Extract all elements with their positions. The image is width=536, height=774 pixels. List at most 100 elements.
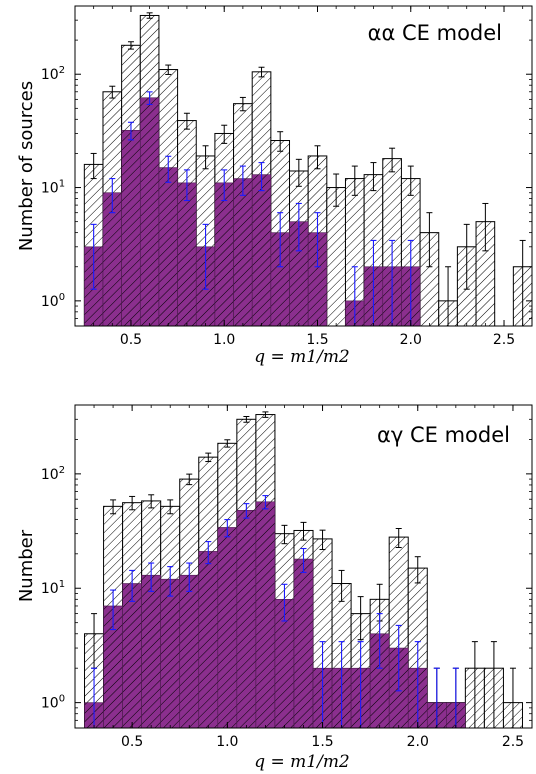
chart-top-purple-bar: [214, 182, 234, 326]
chart-top-purple-errorbar: [239, 165, 246, 196]
chart-top-purple-errorbar: [407, 239, 414, 326]
chart-bottom-purple-errorbar: [167, 566, 174, 597]
chart-bottom-purple-bar: [179, 574, 200, 728]
chart-top-ylabel: Number of sources: [16, 81, 37, 251]
chart-top-hatched-bar: [326, 187, 346, 326]
chart-bottom-purple-errorbar: [338, 641, 345, 728]
chart-bottom-purple-errorbar: [281, 583, 288, 622]
chart-bottom-hatched-errorbar: [414, 556, 421, 584]
chart-top-axes-frame: [74, 5, 533, 327]
chart-top-purple-bar: [177, 182, 197, 326]
chart-top-annotation: αα CE model: [368, 21, 502, 45]
chart-top-hatched-errorbar: [109, 85, 116, 99]
chart-top-ytick-label: 101: [41, 179, 65, 197]
chart-top-purple-bars: [84, 97, 421, 326]
chart-bottom-purple-errorbar: [395, 624, 402, 692]
chart-bottom-hatched-errorbar: [129, 495, 136, 511]
chart-bottom-purple-errorbar: [129, 569, 136, 602]
chart-top-hatched-errorbar: [351, 165, 358, 196]
chart-bottom-hatched-errorbar: [262, 411, 269, 418]
chart-top-hatched-errorbar: [239, 96, 246, 112]
chart-top-hatched-errorbar: [183, 112, 190, 130]
chart-bottom-ylabel: Number: [16, 529, 37, 602]
chart-bottom-xtick-label: 1.0: [216, 734, 238, 750]
chart-top-hatched-errorbar: [314, 145, 321, 170]
chart-top-purple-errorbar: [183, 169, 190, 202]
chart-top-hatched-errorbar: [90, 152, 97, 180]
chart-top-purple-errorbar: [202, 223, 209, 290]
chart-top-purple-errorbar: [127, 121, 134, 141]
chart-top-hatched-errorbar: [295, 158, 302, 187]
chart-top-purple-errorbar: [90, 223, 97, 290]
chart-top-xlabel: q = m1/m2: [254, 347, 350, 367]
chart-top-xtick-label: 2.5: [493, 332, 515, 348]
chart-bottom-hatched-errorbar: [281, 524, 288, 545]
chart-bottom-ticks: [74, 404, 533, 729]
chart-bottom-purple-bars: [84, 501, 466, 728]
chart-bottom-ytick-labels: 100 101 102: [41, 465, 65, 712]
chart-top-purple-errorbar: [165, 155, 172, 183]
chart-top-purple-bar: [233, 178, 253, 326]
chart-top-hatched-errorbar: [258, 66, 265, 78]
chart-top-purple-errorbar: [258, 162, 265, 192]
chart-bottom-ytick-label: 100: [41, 694, 65, 712]
chart-bottom-xtick-label: 2.5: [502, 734, 524, 750]
chart-top-purple-errorbar: [351, 266, 358, 326]
chart-bottom-purple-errorbar: [452, 667, 459, 728]
chart-top-hatched-errorbar: [463, 223, 470, 290]
chart-top-ytick-label: 100: [41, 292, 65, 310]
chart-bottom-purple-errorbar: [243, 503, 250, 519]
chart-top-hatched-errorbar: [407, 165, 414, 196]
chart-top: 0.5 1.0 1.5 2.0 2.5 100 101 102 αα CE model q …: [16, 5, 533, 367]
chart-bottom-purple-errorbars: [91, 495, 459, 728]
chart-top-purple-bar: [139, 97, 160, 326]
chart-bottom-purple-bar: [217, 527, 238, 728]
chart-bottom-purple-errorbar: [433, 667, 440, 728]
chart-top-purple-bar: [251, 174, 272, 326]
chart-bottom-hatched-errorbar: [205, 452, 212, 463]
chart-top-purple-errorbar: [370, 239, 377, 326]
chart-top-hatched-errorbar: [519, 239, 526, 326]
chart-bottom-hatched-errorbar: [357, 596, 364, 641]
chart-top-ytick-labels: 100 101 102: [41, 65, 65, 310]
chart-top-hatched-errorbar: [165, 64, 172, 75]
chart-bottom-purple-errorbar: [205, 541, 212, 565]
chart-bottom-purple-errorbar: [91, 667, 98, 728]
chart-top-hatched-errorbar: [370, 162, 377, 192]
chart-bottom-purple-bar: [141, 574, 161, 728]
chart-top-hatched-errorbar: [445, 266, 452, 326]
chart-top-purple-errorbars: [90, 91, 414, 326]
chart-bottom-purple-errorbar: [148, 562, 155, 592]
chart-bottom-xtick-label: 1.5: [311, 734, 333, 750]
chart-bottom-annotation: αγ CE model: [377, 423, 510, 447]
chart-bottom-hatched-errorbar: [224, 439, 231, 448]
chart-bottom-purple-errorbar: [110, 589, 117, 631]
chart-top-purple-bar: [121, 129, 141, 326]
chart-bottom-hatched-errorbar: [110, 499, 117, 515]
chart-top-hatched-errorbars: [90, 12, 526, 326]
chart-bottom-hatched-errorbar: [471, 641, 478, 728]
chart-bottom-purple-bar: [255, 501, 276, 728]
chart-bottom-purple-bar: [122, 583, 142, 728]
chart-bottom-purple-errorbar: [376, 613, 383, 669]
chart-bottom-hatched-errorbar: [167, 499, 174, 515]
chart-bottom-purple-bar: [236, 510, 257, 728]
chart-top-purple-errorbar: [146, 91, 153, 105]
chart-top-purple-bar: [158, 167, 178, 326]
chart-bottom-purple-bar: [198, 551, 219, 728]
chart-top-xtick-label: 1.0: [213, 332, 235, 348]
chart-top-ytick-label: 102: [41, 65, 65, 83]
chart-bottom-ytick-label: 102: [41, 465, 65, 483]
chart-bottom-hatched-errorbar: [338, 569, 345, 602]
chart-top-frame: [74, 5, 533, 327]
chart-top-hatched-errorbar: [146, 12, 153, 19]
chart-bottom: 0.5 1.0 1.5 2.0 2.5 100 101 102 αγ CE model q …: [16, 404, 533, 772]
chart-top-hatched-errorbar: [426, 212, 433, 268]
chart-top-purple-errorbar: [109, 178, 116, 214]
chart-bottom-purple-errorbar: [224, 519, 231, 538]
chart-top-purple-errorbar: [221, 169, 228, 202]
chart-bottom-purple-errorbar: [262, 495, 269, 510]
chart-top-hatched-errorbar: [482, 202, 489, 252]
chart-bottom-purple-errorbar: [319, 641, 326, 728]
